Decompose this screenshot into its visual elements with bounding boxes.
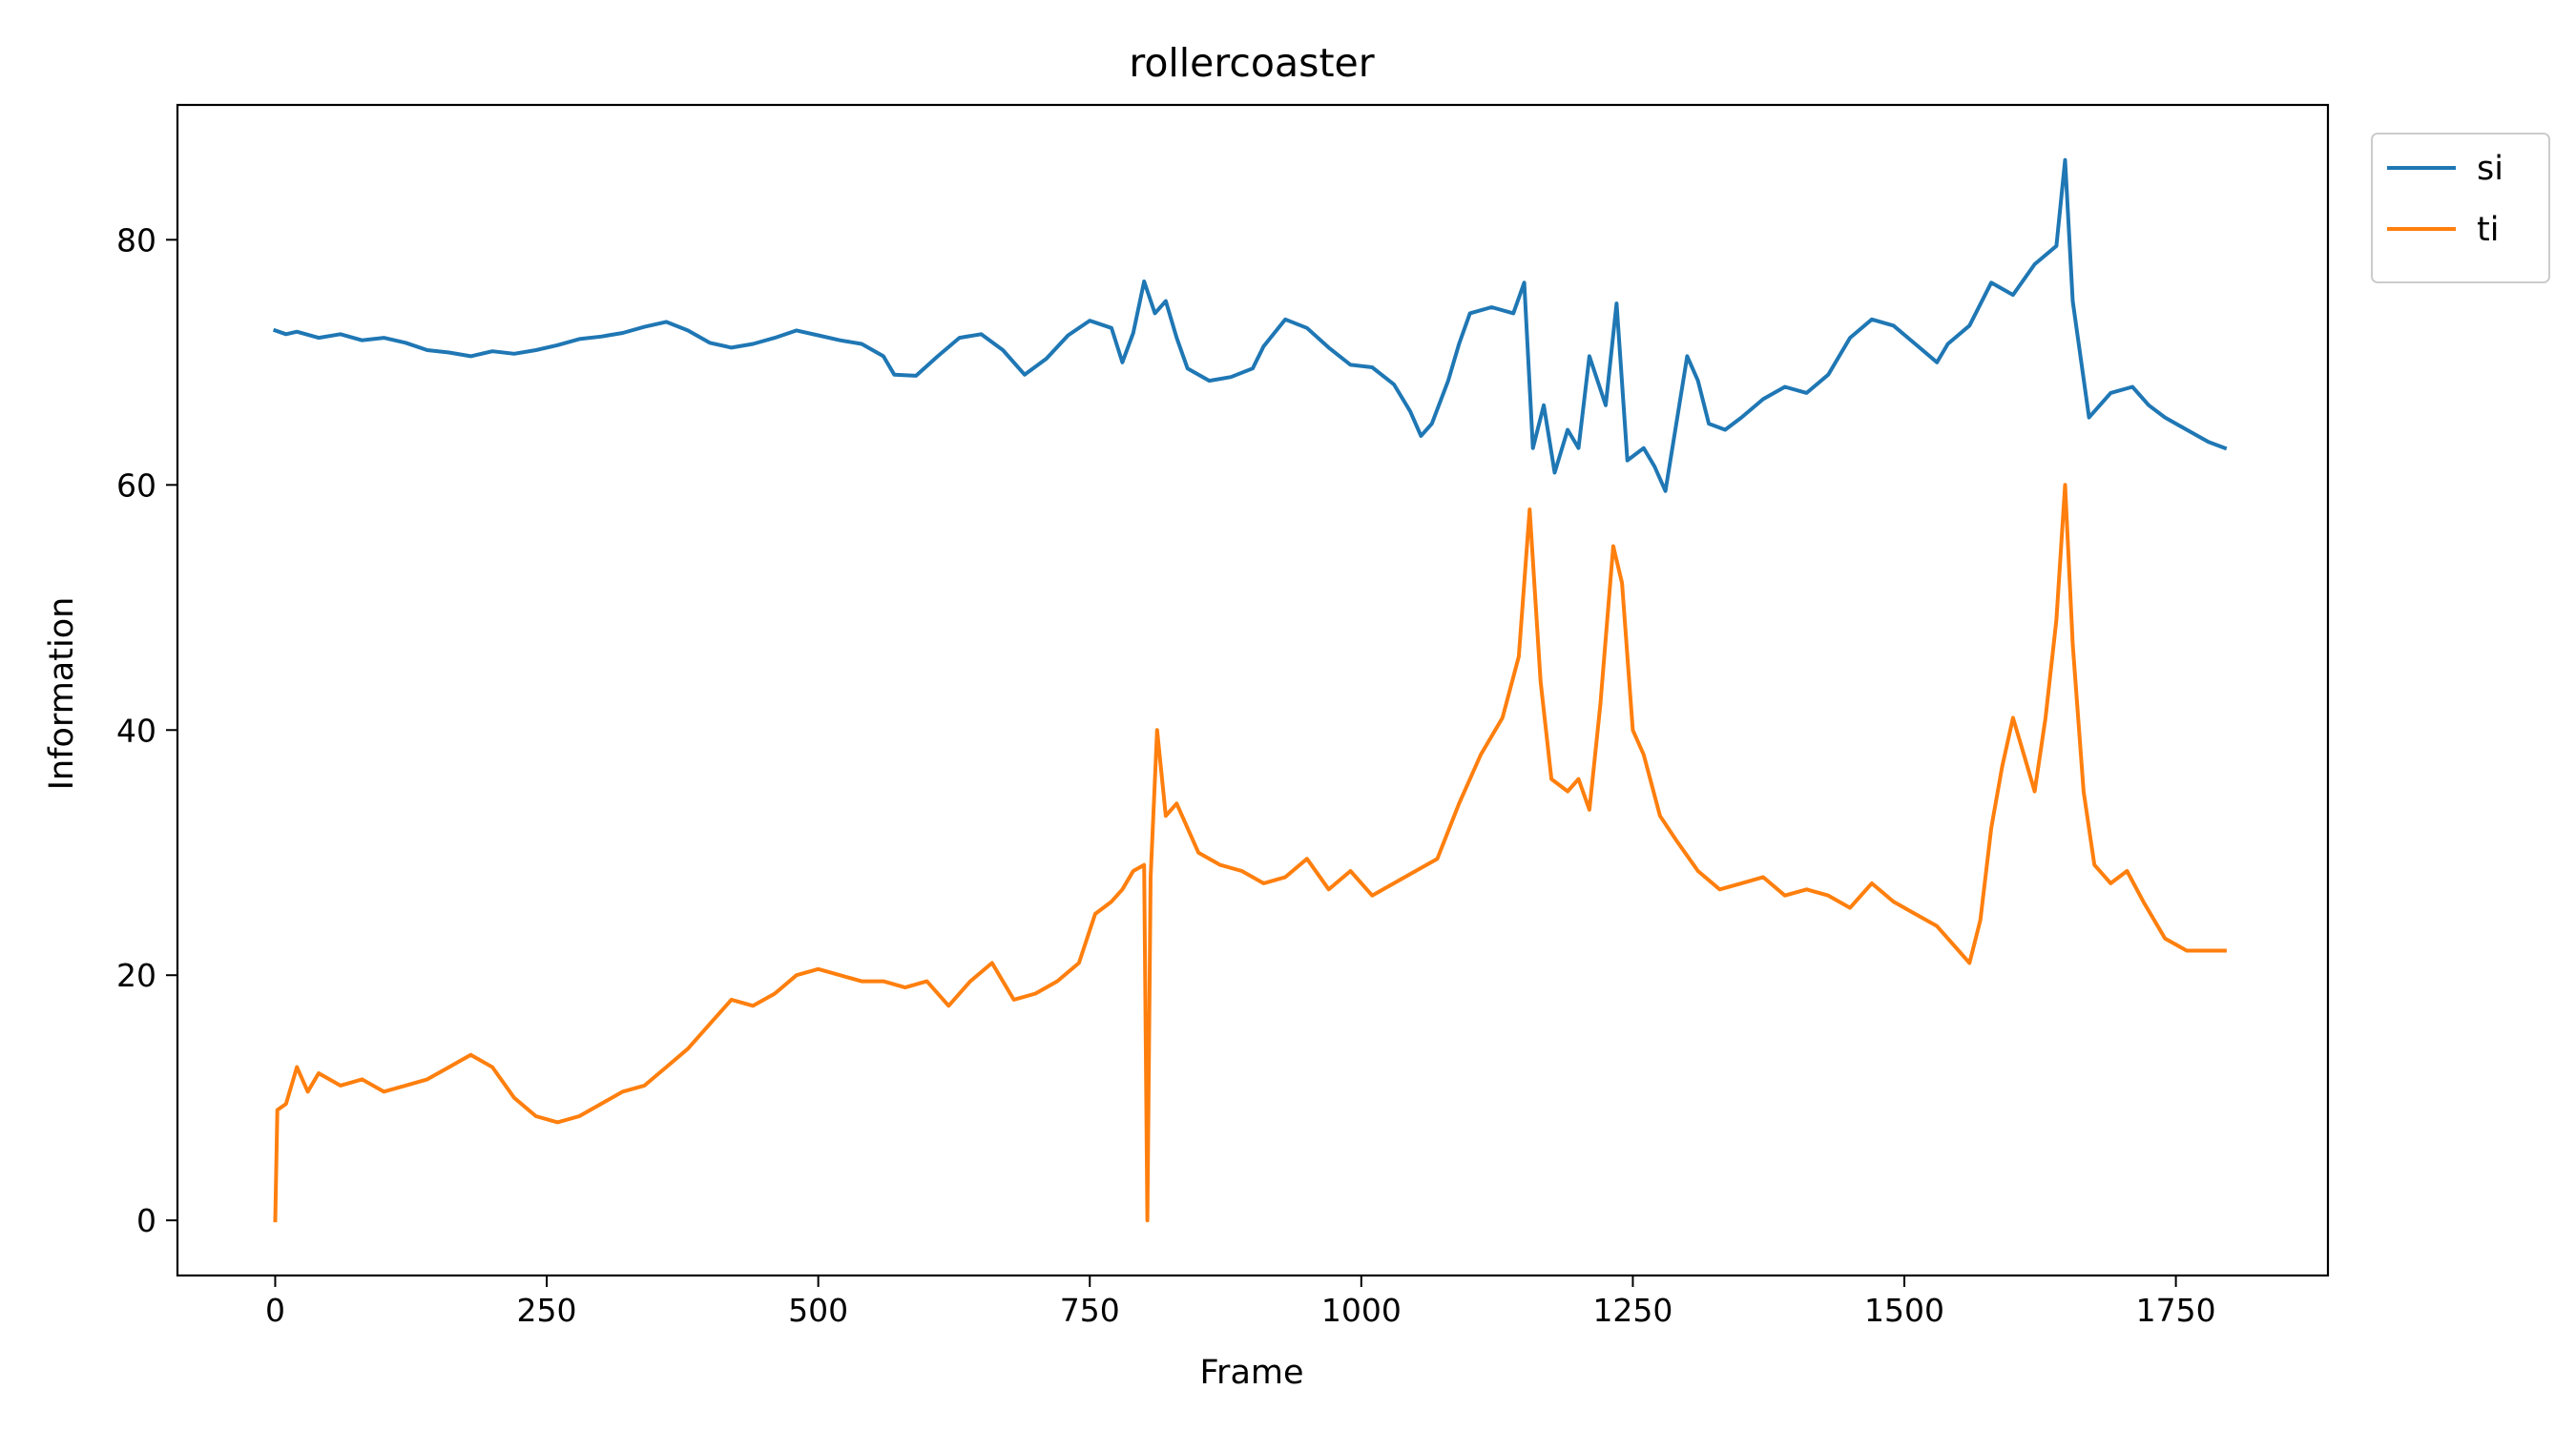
x-tick-label: 1750 xyxy=(2136,1292,2216,1329)
x-tick-label: 250 xyxy=(517,1292,577,1329)
x-tick-label: 750 xyxy=(1060,1292,1120,1329)
series-line-ti xyxy=(273,483,2227,1223)
x-tick-label: 1250 xyxy=(1592,1292,1672,1329)
x-axis-title: Frame xyxy=(1199,1354,1303,1392)
legend: si ti xyxy=(2371,133,2550,283)
x-tick-label: 1000 xyxy=(1321,1292,1402,1329)
x-tick-label: 500 xyxy=(788,1292,848,1329)
y-axis-title: Information xyxy=(43,597,81,791)
x-tick-label: 0 xyxy=(265,1292,285,1329)
chart-title: rollercoaster xyxy=(1129,40,1374,86)
legend-label-si: si xyxy=(2477,150,2503,188)
y-tick-label: 0 xyxy=(136,1202,156,1239)
series-line-si xyxy=(272,157,2228,493)
plot-area xyxy=(272,157,2228,1223)
y-tick-label: 40 xyxy=(116,712,156,749)
legend-label-ti: ti xyxy=(2477,211,2499,249)
y-tick-label: 60 xyxy=(116,467,156,504)
legend-box xyxy=(2371,133,2550,283)
y-tick-label: 20 xyxy=(116,957,156,994)
y-tick-label: 80 xyxy=(116,221,156,259)
axes: 0 250 500 750 1000 1250 1500 1750 0 20 40 60 80 xyxy=(116,103,2330,1329)
x-tick-label: 1500 xyxy=(1864,1292,1944,1329)
plot-frame xyxy=(176,103,2330,1277)
